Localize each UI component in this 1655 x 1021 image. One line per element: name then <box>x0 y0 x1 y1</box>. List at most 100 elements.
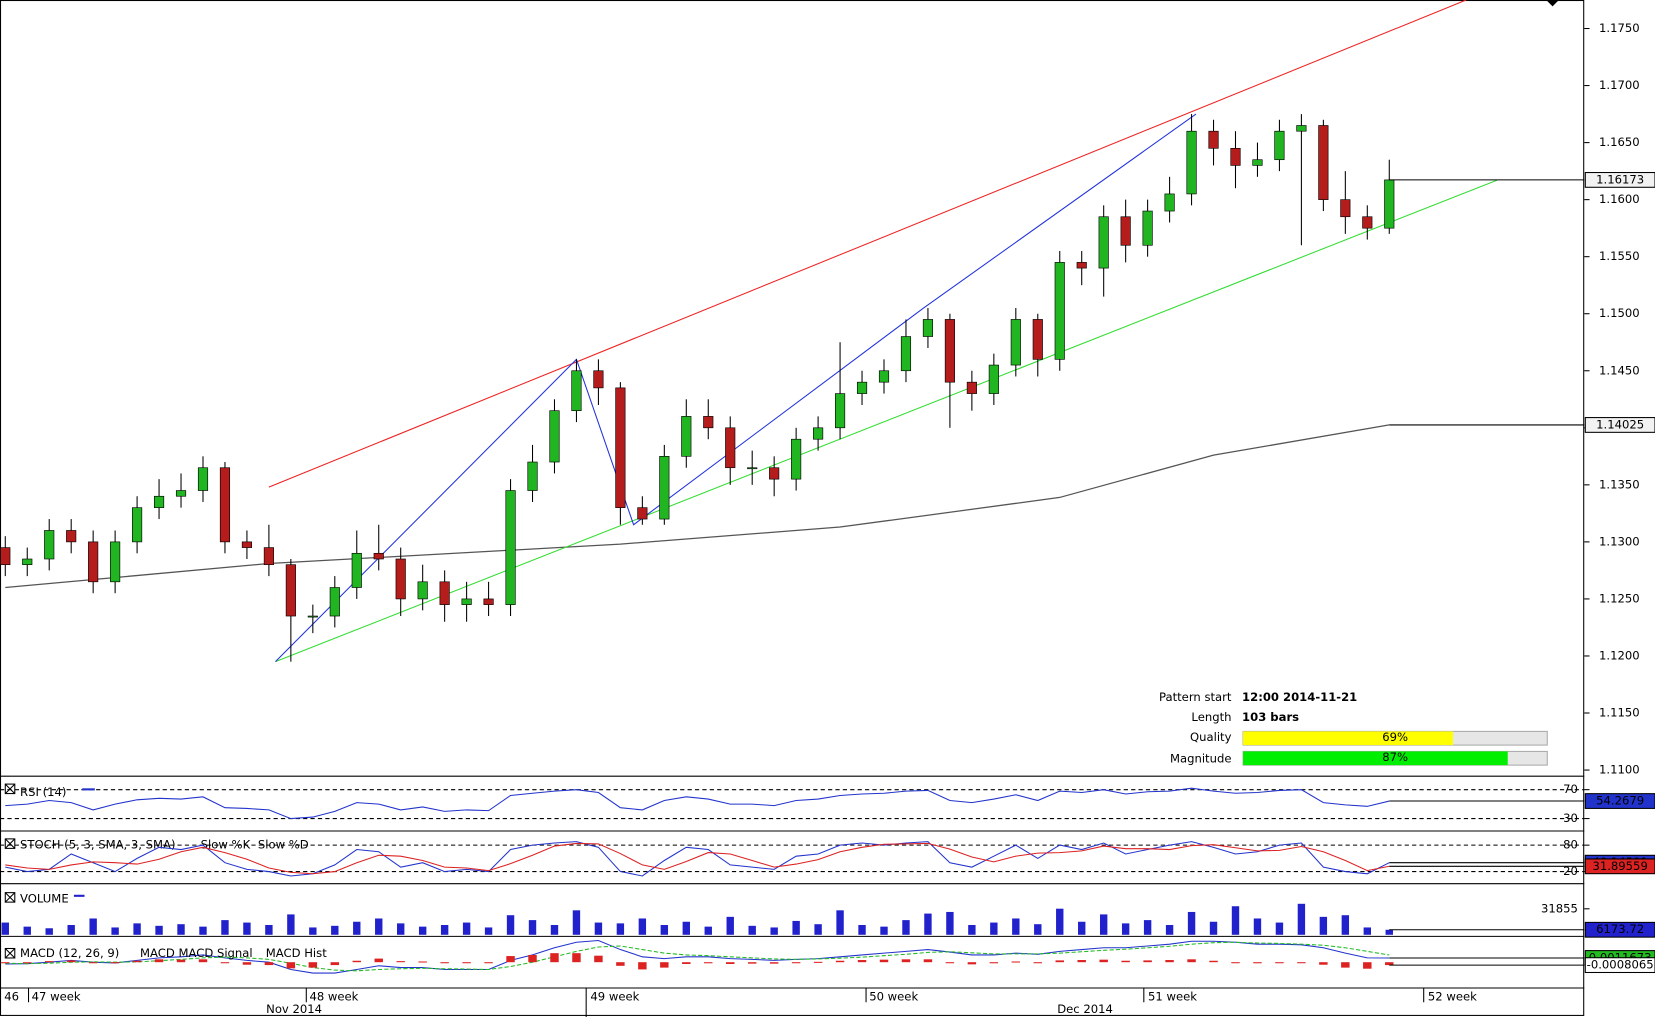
volume-bar <box>506 915 515 935</box>
macd-hist-bar <box>879 959 889 963</box>
volume-bar <box>660 925 669 935</box>
macd-hist-bar <box>1275 962 1284 964</box>
macd-hist-bar <box>726 962 735 965</box>
quality-label: 69% <box>1382 730 1408 744</box>
candle-body <box>1230 147 1241 166</box>
value-box-label: 1.14025 <box>1596 417 1644 431</box>
candle-body <box>659 456 670 520</box>
volume-bar <box>133 923 141 935</box>
candle-body <box>395 558 406 600</box>
candle-body <box>1142 210 1153 246</box>
volume-bar <box>836 910 844 935</box>
volume-bar <box>1078 921 1086 935</box>
macd-hist-bar <box>23 962 32 964</box>
volume-bar <box>1143 920 1152 935</box>
volume-bar <box>616 923 625 935</box>
candle-body <box>66 530 77 543</box>
indicator-line <box>5 787 1390 820</box>
week-label: 49 week <box>590 989 639 1003</box>
value-box <box>1584 921 1655 938</box>
y-tick-label: 1.1550 <box>1599 249 1640 263</box>
y-tick-label: 30 <box>1563 811 1578 825</box>
pattern-info: Pattern start 12:00 2014-11-21 Length 10… <box>1159 690 1357 765</box>
candle-body <box>966 381 977 394</box>
volume-bar <box>528 920 537 935</box>
volume-bar <box>704 926 712 935</box>
info-label: Quality <box>1190 730 1232 744</box>
candle-body <box>549 410 560 463</box>
volume-bar <box>1275 922 1284 935</box>
volume-bar <box>418 926 427 935</box>
candle-body <box>571 370 582 412</box>
macd-hist-bar <box>330 962 340 966</box>
macd-hist-bar <box>1099 959 1108 963</box>
frame <box>0 0 1585 1017</box>
panel-title: MACD (12, 26, 9) <box>20 946 119 960</box>
macd-hist-bar <box>462 962 471 964</box>
candle-body <box>1252 159 1263 166</box>
volume-bar <box>1363 927 1371 935</box>
volume-bar <box>440 925 449 935</box>
panel-toggles[interactable] <box>4 783 16 959</box>
macd-hist-bar <box>923 959 933 963</box>
candle-body <box>703 416 714 429</box>
candle-body <box>439 581 450 605</box>
candle-body <box>44 530 55 560</box>
volume-bar <box>397 923 405 935</box>
macd-hist-bar <box>1253 962 1262 964</box>
panel-title: STOCH (5, 3, SMA, 3, SMA) <box>20 838 175 852</box>
volume-bar <box>792 920 800 935</box>
macd-hist-bar <box>352 960 361 963</box>
macd-hist-bar <box>901 959 911 963</box>
info-value: 103 bars <box>1242 710 1299 724</box>
info-value: 12:00 2014-11-21 <box>1242 690 1357 704</box>
candle-body <box>505 490 516 605</box>
volume-bar <box>726 916 734 935</box>
volume-bar <box>1099 914 1108 935</box>
y-tick-label: 1.1300 <box>1599 534 1640 548</box>
y-tick-label: 1.1100 <box>1599 763 1640 777</box>
macd-hist-bar <box>374 958 383 963</box>
volume-bar <box>89 918 97 935</box>
macd-hist-bar <box>1 962 10 964</box>
y-tick-label: 1.1450 <box>1599 363 1640 377</box>
macd-hist-bar <box>594 955 603 963</box>
macd-hist-bar <box>550 953 559 963</box>
corner-marker <box>1546 0 1559 7</box>
candle-body <box>1384 179 1395 229</box>
y-tick-label: 20 <box>1563 864 1578 878</box>
candle-body <box>922 319 934 337</box>
macd-hist-bar <box>198 959 208 963</box>
volume-bar <box>1121 923 1130 935</box>
candle-body <box>329 587 340 617</box>
volume-bar <box>638 918 647 935</box>
macd-hist-bar <box>88 962 98 964</box>
value-box-label: 6173.72 <box>1596 922 1644 936</box>
candle-body <box>175 490 187 497</box>
candle-body <box>285 564 296 617</box>
candle-body <box>1164 193 1175 212</box>
macd-hist-bar <box>308 962 318 968</box>
candle-body <box>944 319 955 383</box>
candle-body <box>834 393 846 429</box>
volume-bar <box>594 922 603 935</box>
volume-bar <box>924 913 932 935</box>
volume-bar <box>1034 924 1042 935</box>
volume-bar <box>990 922 998 935</box>
y-tick-label: 1.1700 <box>1599 78 1640 92</box>
macd-hist-bar <box>1055 960 1064 963</box>
candle-body <box>1054 262 1065 360</box>
candle-body <box>856 381 868 394</box>
macd-hist-bar <box>1385 962 1394 966</box>
y-tick-label: 1.1150 <box>1599 706 1640 720</box>
value-box-label: 54.2679 <box>1596 794 1644 808</box>
volume-bar <box>309 927 317 935</box>
volume-bar <box>1319 916 1328 935</box>
value-box <box>1584 793 1655 809</box>
macd-hist-bar <box>242 962 252 965</box>
candle-body <box>1318 125 1329 200</box>
y-tick-label: 1.1350 <box>1599 477 1640 491</box>
volume-bar <box>1231 906 1240 935</box>
macd-hist-bar <box>1165 960 1174 963</box>
